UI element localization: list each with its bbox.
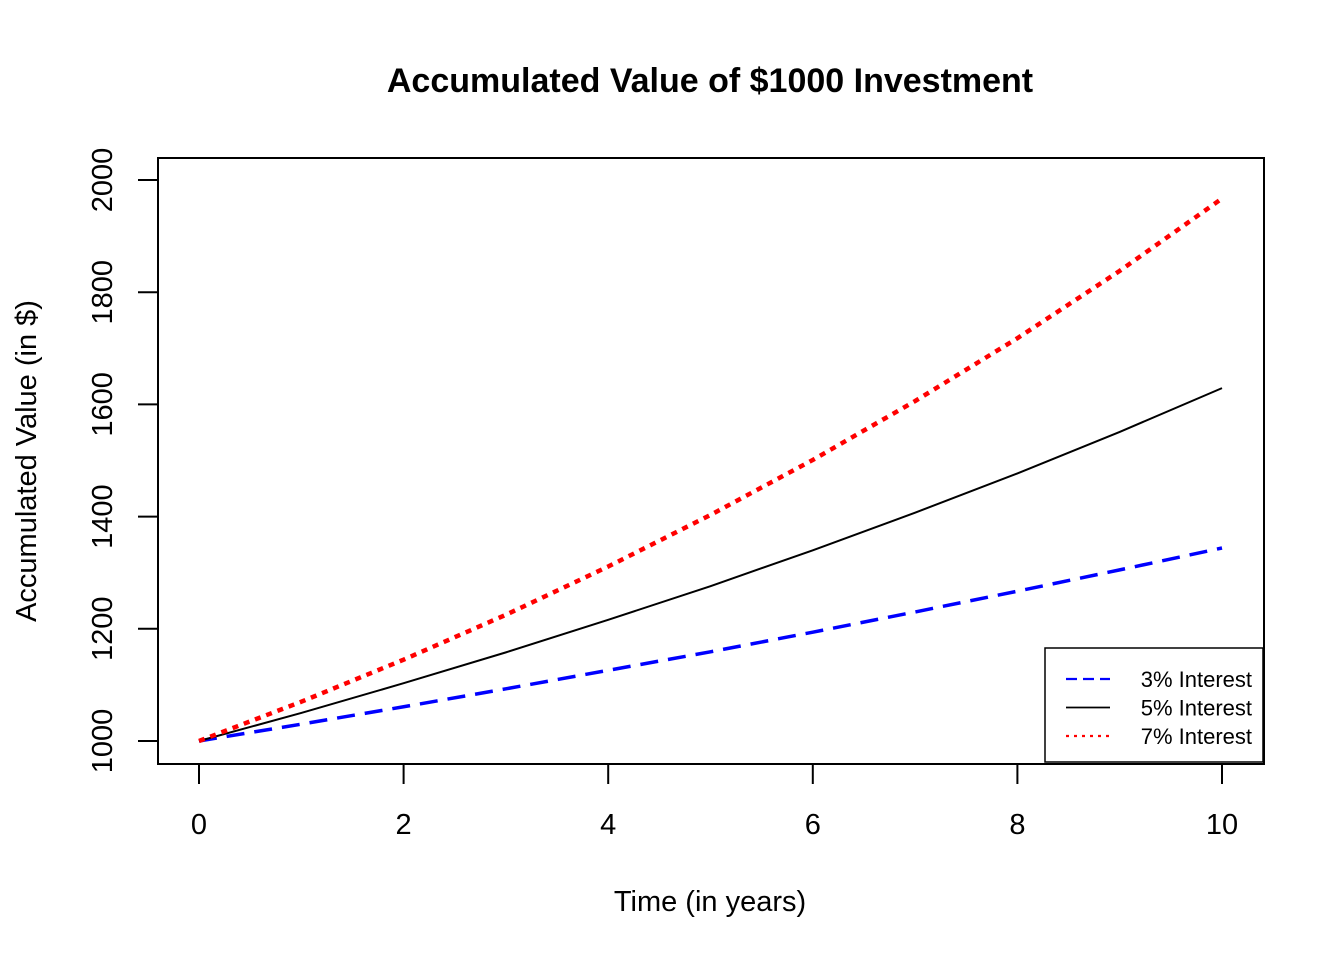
x-tick-label-4: 4 [600,809,616,841]
y-axis-label: Accumulated Value (in $) [11,300,43,622]
y-tick-label-1000: 1000 [87,709,119,774]
x-tick-label-6: 6 [805,809,821,841]
x-tick-label-8: 8 [1009,809,1025,841]
series-7-interest [198,196,1224,744]
y-tick-label-1400: 1400 [87,484,119,549]
x-tick-label-0: 0 [191,809,207,841]
chart-title: Accumulated Value of $1000 Investment [387,62,1033,100]
legend: 3% Interest 5% Interest 7% Interest [1044,647,1264,763]
y-tick-label-2000: 2000 [87,148,119,213]
series-line-3-interest [198,546,1223,743]
legend-label-7-interest: 7% Interest [1141,724,1252,749]
legend-label-3-interest: 3% Interest [1141,667,1252,692]
legend-label-5-interest: 5% Interest [1141,696,1252,721]
y-axis: 1000 1200 1400 1600 1800 2000 [87,148,159,774]
x-axis: 0 2 4 6 8 10 [191,763,1238,841]
series-3-interest [198,546,1223,743]
series-layer [198,196,1224,744]
x-axis-label: Time (in years) [614,886,806,918]
series-5-interest [198,387,1223,742]
series-line-5-interest [198,387,1223,742]
x-tick-label-10: 10 [1206,809,1238,841]
y-tick-label-1800: 1800 [87,260,119,325]
series-line-7-interest [198,196,1224,744]
legend-box [1044,647,1264,763]
y-tick-label-1200: 1200 [87,597,119,662]
x-tick-label-2: 2 [396,809,412,841]
y-tick-label-1600: 1600 [87,372,119,437]
